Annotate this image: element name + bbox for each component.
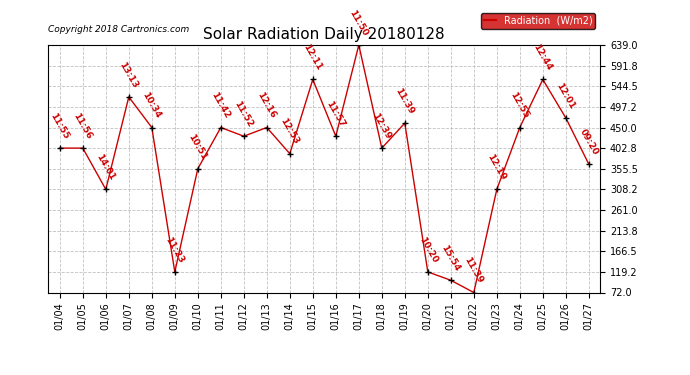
Text: 12:01: 12:01: [555, 81, 577, 111]
Text: 10:34: 10:34: [141, 91, 163, 120]
Text: 12:55: 12:55: [509, 91, 531, 120]
Text: 10:20: 10:20: [417, 236, 439, 264]
Text: 13:13: 13:13: [118, 60, 140, 90]
Text: 10:51: 10:51: [187, 132, 209, 161]
Text: 12:19: 12:19: [486, 153, 508, 182]
Text: 12:44: 12:44: [532, 42, 554, 72]
Text: 11:55: 11:55: [49, 111, 71, 141]
Text: 11:23: 11:23: [164, 235, 186, 264]
Text: 11:50: 11:50: [348, 8, 370, 38]
Text: 12:16: 12:16: [256, 91, 278, 120]
Text: 14:01: 14:01: [95, 153, 117, 182]
Legend: Radiation  (W/m2): Radiation (W/m2): [482, 13, 595, 28]
Text: 09:20: 09:20: [578, 128, 600, 157]
Text: Copyright 2018 Cartronics.com: Copyright 2018 Cartronics.com: [48, 25, 190, 34]
Text: 11:42: 11:42: [210, 91, 232, 120]
Text: 11:39: 11:39: [463, 256, 485, 285]
Text: 12:11: 12:11: [302, 43, 324, 72]
Text: 11:57: 11:57: [325, 99, 347, 129]
Text: 11:52: 11:52: [233, 99, 255, 129]
Title: Solar Radiation Daily 20180128: Solar Radiation Daily 20180128: [204, 27, 445, 42]
Text: 12:53: 12:53: [279, 117, 301, 146]
Text: 11:39: 11:39: [394, 86, 416, 116]
Text: 15:54: 15:54: [440, 243, 462, 273]
Text: 12:39: 12:39: [371, 111, 393, 141]
Text: 11:56: 11:56: [72, 111, 94, 141]
